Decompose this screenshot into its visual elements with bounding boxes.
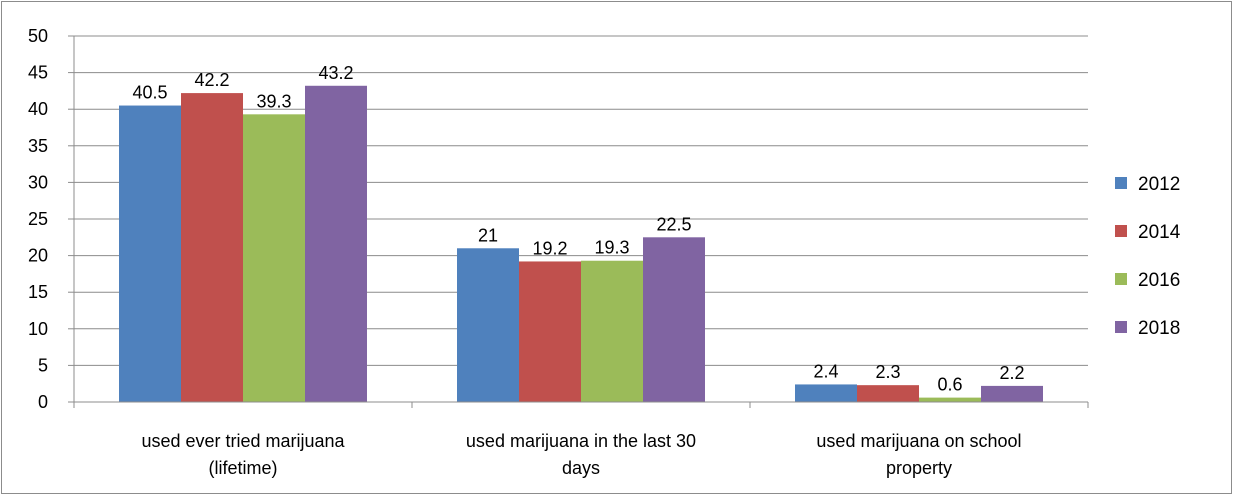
data-label: 39.3 — [256, 91, 291, 111]
data-label: 19.3 — [594, 238, 629, 258]
legend-label: 2018 — [1138, 318, 1180, 339]
y-tick-label: 15 — [28, 282, 48, 302]
x-category-label: used ever tried marijuana — [141, 431, 345, 451]
data-label: 2.2 — [999, 363, 1024, 383]
bar — [119, 105, 181, 402]
bar — [795, 384, 857, 402]
x-category-label: (lifetime) — [208, 458, 277, 478]
bar — [643, 237, 705, 402]
y-tick-label: 20 — [28, 246, 48, 266]
y-tick-label: 40 — [28, 99, 48, 119]
bar — [581, 260, 643, 402]
legend-label: 2016 — [1138, 270, 1180, 291]
bar — [457, 248, 519, 402]
y-tick-label: 5 — [38, 355, 48, 375]
bar — [981, 385, 1043, 402]
data-label: 2.3 — [875, 362, 900, 382]
x-category-label: days — [562, 458, 600, 478]
bar — [519, 261, 581, 402]
y-tick-label: 0 — [38, 392, 48, 412]
legend: 2012 2014 2016 2018 — [1115, 174, 1181, 339]
data-label: 42.2 — [194, 70, 229, 90]
bar — [919, 397, 981, 402]
data-label: 43.2 — [318, 63, 353, 83]
legend-label: 2012 — [1138, 174, 1180, 195]
data-labels: 40.5 42.2 39.3 43.2 21 19.2 19.3 22.5 2.4 2.3 0.6 2… — [132, 63, 1024, 395]
legend-swatch — [1115, 321, 1127, 333]
y-tick-label: 10 — [28, 319, 48, 339]
x-category-label: used marijuana in the last 30 — [466, 431, 696, 451]
data-label: 21 — [478, 225, 498, 245]
y-tick-label: 25 — [28, 209, 48, 229]
data-label: 0.6 — [937, 375, 962, 395]
data-label: 22.5 — [656, 214, 691, 234]
legend-label: 2014 — [1138, 222, 1181, 243]
legend-swatch — [1115, 177, 1127, 189]
legend-swatch — [1115, 273, 1127, 285]
y-tick-label: 35 — [28, 136, 48, 156]
bar — [305, 85, 367, 402]
bar — [243, 114, 305, 402]
data-label: 2.4 — [813, 361, 838, 381]
data-label: 40.5 — [132, 83, 167, 103]
y-tick-label: 45 — [28, 63, 48, 83]
bar — [181, 93, 243, 402]
axes: 0 5 10 15 20 25 30 35 40 45 50 used ever tried mari… — [28, 26, 1089, 478]
y-tick-label: 50 — [28, 26, 48, 46]
bar — [857, 385, 919, 402]
x-category-label: used marijuana on school — [816, 431, 1021, 451]
data-label: 19.2 — [532, 238, 567, 258]
bars — [119, 85, 1043, 402]
x-category-label: property — [886, 458, 952, 478]
legend-swatch — [1115, 225, 1127, 237]
y-tick-label: 30 — [28, 172, 48, 192]
